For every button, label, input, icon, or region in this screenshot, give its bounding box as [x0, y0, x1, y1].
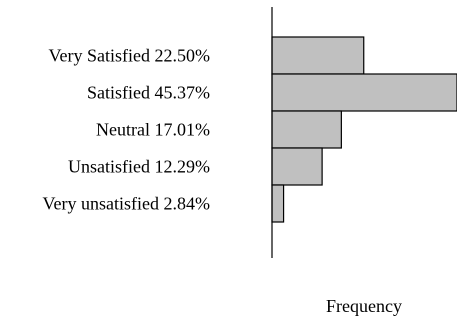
category-label-4: Unsatisfied 12.29% — [68, 157, 210, 177]
bar-1 — [271, 36, 365, 75]
category-label-2: Satisfied 45.37% — [87, 83, 210, 103]
category-label-3: Neutral 17.01% — [96, 120, 210, 140]
x-axis-label: Frequency — [326, 296, 402, 316]
bar-3 — [271, 110, 342, 149]
bar-5 — [271, 184, 285, 223]
bar-4 — [271, 147, 323, 186]
category-labels-group: Very Satisfied 22.50% Satisfied 45.37% Neu… — [43, 46, 210, 214]
bars-group — [271, 36, 457, 223]
bar-2 — [271, 73, 457, 112]
category-label-1: Very Satisfied 22.50% — [49, 46, 210, 66]
category-label-5: Very unsatisfied 2.84% — [43, 194, 210, 214]
